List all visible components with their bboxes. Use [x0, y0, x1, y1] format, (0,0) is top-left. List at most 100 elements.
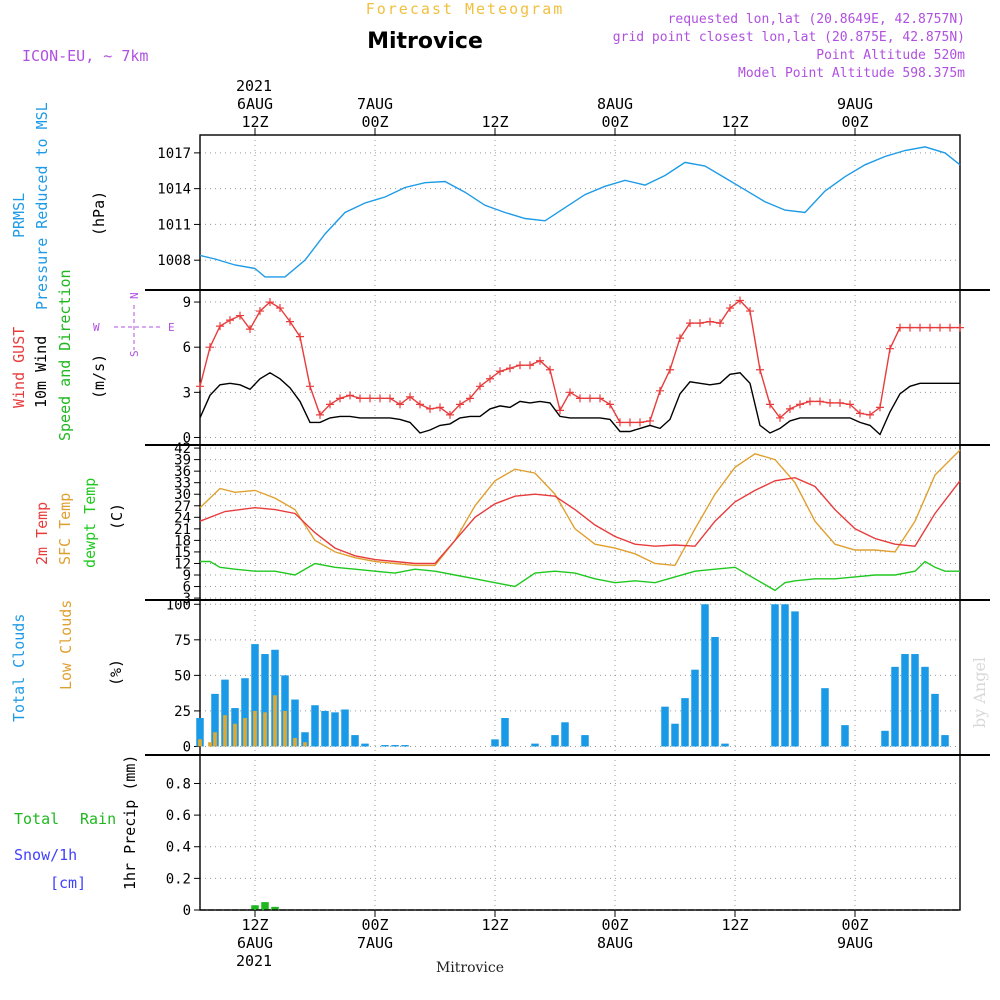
low-cloud-bar	[233, 723, 237, 747]
cloud-unit-label: (%)	[107, 659, 125, 686]
bottom-tick-date: 8AUG	[597, 934, 633, 952]
gust-marker	[706, 317, 714, 326]
gust-marker	[836, 398, 844, 407]
low-cloud-bar	[208, 742, 212, 747]
total-cloud-bar	[501, 718, 509, 747]
gust-marker	[866, 410, 874, 419]
gust-marker	[796, 400, 804, 409]
total-cloud-bar	[931, 693, 939, 747]
gust-marker	[336, 394, 344, 403]
gust-marker	[676, 334, 684, 343]
compass-n: N	[128, 292, 141, 299]
total-cloud-bar	[351, 735, 359, 747]
gust-marker	[396, 400, 404, 409]
total-cloud-bar	[671, 723, 679, 747]
total-clouds-label: Total Clouds	[10, 614, 28, 722]
ytick-label-pressure: 1011	[157, 217, 191, 233]
gust-marker	[656, 386, 664, 395]
gust-marker	[326, 400, 334, 409]
top-tick-hour: 12Z	[481, 113, 508, 131]
total-cloud-bar	[821, 688, 829, 747]
gust-marker	[496, 367, 504, 376]
precip-axis-label: 1hr Precip (mm)	[121, 755, 139, 890]
gust-marker	[586, 394, 594, 403]
total-cloud-bar	[661, 706, 669, 747]
ytick-label-temperature: 30	[174, 487, 191, 503]
panel-temperature: 3691215182124273033363942	[174, 441, 961, 607]
gust-marker	[316, 410, 324, 419]
gust-marker	[786, 404, 794, 413]
temp-panel-labels: 2m Temp SFC Temp dewpt Temp (C)	[33, 478, 126, 568]
gust-marker	[236, 311, 244, 320]
total-cloud-bar	[771, 604, 779, 747]
gust-marker	[556, 406, 564, 415]
total-cloud-bar	[791, 611, 799, 747]
panel-clouds: 0 25 50 75 100	[166, 597, 961, 756]
total-cloud-bar	[251, 644, 259, 747]
gust-marker	[566, 388, 574, 397]
gust-marker	[776, 413, 784, 422]
gust-marker	[606, 400, 614, 409]
top-title: Forecast Meteogram	[366, 0, 565, 18]
low-cloud-bar	[243, 718, 247, 747]
rain-label: Rain	[80, 810, 116, 828]
low-cloud-bar	[223, 715, 227, 747]
compass-e: E	[168, 321, 175, 334]
pressure-panel-labels: PRMSL Pressure Reduced to MSL (hPa)	[10, 102, 108, 310]
ytick-label-clouds: 25	[174, 704, 191, 720]
ytick-label-temperature: 33	[174, 476, 191, 492]
gust-marker	[686, 319, 694, 328]
top-tick-hour: 12Z	[241, 113, 268, 131]
ytick-label-temperature: 18	[174, 533, 191, 549]
watermark: by Angel	[970, 657, 989, 728]
sfc-temp-label: SFC Temp	[56, 493, 74, 565]
gust-marker	[536, 356, 544, 365]
low-cloud-bar	[213, 732, 217, 747]
gust-marker	[626, 418, 634, 427]
gust-marker	[506, 364, 514, 373]
gust-marker	[456, 400, 464, 409]
ytick-label-temperature: 12	[174, 556, 191, 572]
low-cloud-bar	[283, 710, 287, 747]
dewpt-temp-label: dewpt Temp	[81, 478, 99, 568]
bottom-tick-hour: 00Z	[361, 916, 388, 934]
compass-rose: N S W E	[93, 292, 175, 357]
gust-marker	[896, 323, 904, 332]
gust-marker	[666, 365, 674, 374]
wind-line	[199, 371, 960, 436]
gust-marker	[856, 409, 864, 418]
rain-bar	[261, 902, 269, 910]
panel-wind: 0 3 6 9	[183, 289, 964, 446]
gust-marker	[266, 298, 274, 307]
top-tick-date: 6AUG	[237, 95, 273, 113]
gust-marker	[806, 397, 814, 406]
gust-marker	[746, 307, 754, 316]
ytick-label-temperature: 6	[183, 580, 191, 596]
top-tick-hour: 12Z	[721, 113, 748, 131]
panel-precip: 0 0.2 0.4 0.6 0.8	[166, 754, 961, 919]
top-tick-12Z: 12Z	[721, 113, 749, 135]
low-cloud-bar	[293, 737, 297, 747]
ytick-label-clouds: 0	[183, 739, 191, 755]
top-tick-hour: 00Z	[361, 113, 388, 131]
total-cloud-bar	[691, 669, 699, 747]
top-tick-hour: 00Z	[601, 113, 628, 131]
total-cloud-bar	[581, 735, 589, 747]
sfc-temp-line	[199, 449, 961, 567]
wind-panel-labels: Wind GUST 10m Wind Speed and Direction (…	[10, 269, 175, 441]
top-tick-date: 9AUG	[837, 95, 873, 113]
gust-marker	[946, 323, 954, 332]
gust-marker	[256, 307, 264, 316]
gust-marker	[956, 323, 964, 332]
ytick-label-clouds: 100	[166, 597, 191, 613]
ytick-label-temperature: 36	[174, 464, 191, 480]
gust-marker	[916, 323, 924, 332]
ytick-label-clouds: 50	[174, 668, 191, 684]
total-cloud-bar	[701, 604, 709, 747]
ytick-label-temperature: 42	[174, 441, 191, 457]
gust-marker	[936, 323, 944, 332]
